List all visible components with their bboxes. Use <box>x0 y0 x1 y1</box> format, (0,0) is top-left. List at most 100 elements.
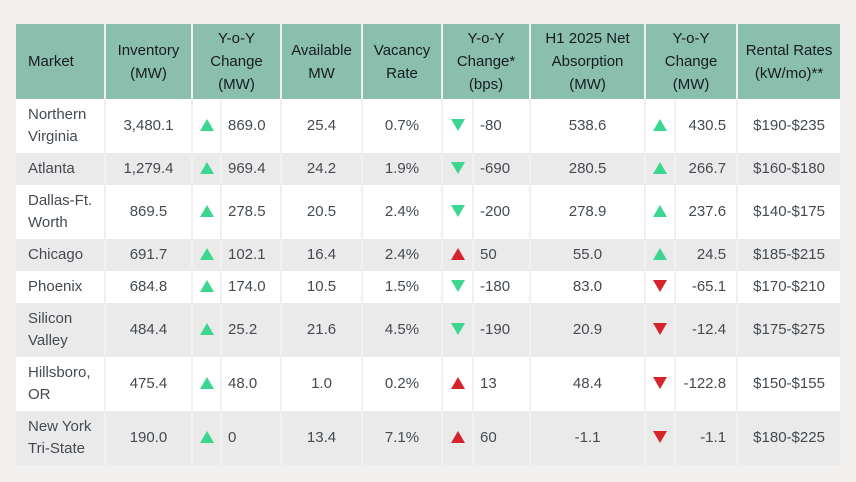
cell-yoy-inventory-trend <box>191 357 221 411</box>
cell-yoy-vacancy: 50 <box>472 239 531 271</box>
arrow-up-icon <box>450 431 465 444</box>
cell-inventory: 190.0 <box>104 411 192 465</box>
cell-yoy-inventory-trend <box>191 185 221 239</box>
arrow-down-icon <box>450 119 465 132</box>
cell-yoy-absorption-trend <box>644 303 676 357</box>
arrow-down-icon <box>450 280 465 293</box>
header-row: Market Inventory (MW) Y-o-Y Change (MW) … <box>16 24 841 99</box>
cell-yoy-vacancy-trend <box>441 153 474 185</box>
cell-yoy-absorption-trend <box>644 239 676 271</box>
table-row: Atlanta 1,279.4 969.4 24.2 1.9% -690 280… <box>16 153 841 185</box>
cell-market: Dallas-Ft. Worth <box>16 185 105 239</box>
table-row: Silicon Valley 484.4 25.2 21.6 4.5% -190… <box>16 303 841 357</box>
cell-yoy-absorption: -1.1 <box>674 411 738 465</box>
cell-yoy-inventory-trend <box>191 271 221 303</box>
cell-absorption: 278.9 <box>529 185 646 239</box>
cell-absorption: 83.0 <box>529 271 646 303</box>
cell-market: Silicon Valley <box>16 303 105 357</box>
table-header: Market Inventory (MW) Y-o-Y Change (MW) … <box>16 24 841 99</box>
cell-available: 1.0 <box>280 357 363 411</box>
table-row: New York Tri-State 190.0 0 13.4 7.1% 60 … <box>16 411 841 465</box>
cell-yoy-inventory: 102.1 <box>219 239 282 271</box>
arrow-up-icon <box>199 377 214 390</box>
cell-inventory: 869.5 <box>104 185 192 239</box>
arrow-down-icon <box>450 205 465 218</box>
table-row: Hillsboro, OR 475.4 48.0 1.0 0.2% 13 48.… <box>16 357 841 411</box>
arrow-up-icon <box>199 162 214 175</box>
arrow-up-icon <box>199 280 214 293</box>
cell-yoy-absorption: -12.4 <box>674 303 738 357</box>
cell-inventory: 475.4 <box>104 357 192 411</box>
cell-yoy-absorption: -65.1 <box>674 271 738 303</box>
cell-rental-rates: $150-$155 <box>736 357 841 411</box>
cell-vacancy: 1.5% <box>361 271 443 303</box>
cell-yoy-vacancy: -180 <box>472 271 531 303</box>
cell-vacancy: 0.2% <box>361 357 443 411</box>
col-header-yoy-vacancy: Y-o-Y Change* (bps) <box>441 24 531 99</box>
arrow-up-icon <box>653 162 668 175</box>
table-row: Dallas-Ft. Worth 869.5 278.5 20.5 2.4% -… <box>16 185 841 239</box>
cell-yoy-absorption-trend <box>644 153 676 185</box>
table-row: Northern Virginia 3,480.1 869.0 25.4 0.7… <box>16 99 841 153</box>
cell-market: Northern Virginia <box>16 99 105 153</box>
cell-yoy-absorption-trend <box>644 357 676 411</box>
cell-rental-rates: $140-$175 <box>736 185 841 239</box>
cell-yoy-inventory-trend <box>191 153 221 185</box>
col-header-net-absorption: H1 2025 Net Absorption (MW) <box>529 24 646 99</box>
cell-vacancy: 7.1% <box>361 411 443 465</box>
arrow-up-icon <box>199 248 214 261</box>
cell-absorption: 280.5 <box>529 153 646 185</box>
arrow-down-icon <box>450 323 465 336</box>
arrow-down-icon <box>653 431 668 444</box>
cell-absorption: 538.6 <box>529 99 646 153</box>
col-header-vacancy: Vacancy Rate <box>361 24 443 99</box>
col-header-rental-rates: Rental Rates (kW/mo)** <box>736 24 841 99</box>
arrow-up-icon <box>199 323 214 336</box>
cell-market: Atlanta <box>16 153 105 185</box>
cell-yoy-vacancy: 60 <box>472 411 531 465</box>
cell-rental-rates: $160-$180 <box>736 153 841 185</box>
table-row: Phoenix 684.8 174.0 10.5 1.5% -180 83.0 … <box>16 271 841 303</box>
cell-yoy-inventory: 48.0 <box>219 357 282 411</box>
cell-yoy-vacancy: -690 <box>472 153 531 185</box>
market-stats-table: Market Inventory (MW) Y-o-Y Change (MW) … <box>16 24 841 465</box>
cell-yoy-absorption: 24.5 <box>674 239 738 271</box>
arrow-up-icon <box>653 205 668 218</box>
cell-yoy-vacancy: 13 <box>472 357 531 411</box>
cell-rental-rates: $190-$235 <box>736 99 841 153</box>
cell-vacancy: 0.7% <box>361 99 443 153</box>
cell-yoy-vacancy-trend <box>441 411 474 465</box>
arrow-down-icon <box>450 162 465 175</box>
cell-absorption: 48.4 <box>529 357 646 411</box>
arrow-down-icon <box>653 280 668 293</box>
arrow-up-icon <box>653 119 668 132</box>
cell-market: Hillsboro, OR <box>16 357 105 411</box>
cell-yoy-absorption-trend <box>644 185 676 239</box>
arrow-up-icon <box>199 119 214 132</box>
table-body: Northern Virginia 3,480.1 869.0 25.4 0.7… <box>16 99 841 465</box>
col-header-available: Available MW <box>280 24 363 99</box>
cell-yoy-vacancy-trend <box>441 357 474 411</box>
cell-yoy-inventory-trend <box>191 303 221 357</box>
cell-available: 25.4 <box>280 99 363 153</box>
cell-yoy-absorption-trend <box>644 271 676 303</box>
cell-yoy-vacancy-trend <box>441 271 474 303</box>
cell-available: 16.4 <box>280 239 363 271</box>
cell-yoy-inventory: 25.2 <box>219 303 282 357</box>
cell-yoy-absorption: 266.7 <box>674 153 738 185</box>
cell-available: 24.2 <box>280 153 363 185</box>
cell-yoy-inventory-trend <box>191 99 221 153</box>
cell-yoy-inventory: 278.5 <box>219 185 282 239</box>
arrow-up-icon <box>450 248 465 261</box>
cell-inventory: 1,279.4 <box>104 153 192 185</box>
cell-yoy-absorption: -122.8 <box>674 357 738 411</box>
market-stats-table-container: Market Inventory (MW) Y-o-Y Change (MW) … <box>16 24 841 465</box>
cell-yoy-vacancy-trend <box>441 239 474 271</box>
cell-absorption: -1.1 <box>529 411 646 465</box>
cell-yoy-inventory: 969.4 <box>219 153 282 185</box>
cell-market: New York Tri-State <box>16 411 105 465</box>
cell-absorption: 55.0 <box>529 239 646 271</box>
cell-inventory: 3,480.1 <box>104 99 192 153</box>
cell-yoy-absorption-trend <box>644 411 676 465</box>
cell-available: 13.4 <box>280 411 363 465</box>
